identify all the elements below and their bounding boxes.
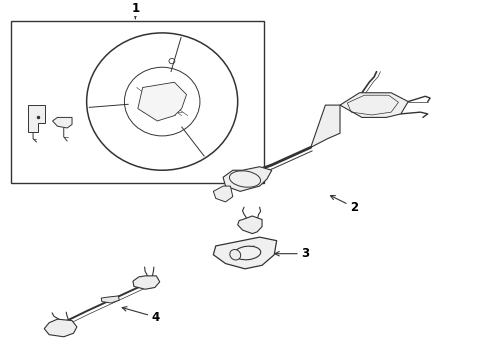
Polygon shape: [213, 186, 233, 202]
Polygon shape: [223, 167, 272, 192]
Ellipse shape: [229, 171, 261, 187]
Polygon shape: [213, 237, 277, 269]
Text: 4: 4: [122, 307, 160, 324]
Text: 1: 1: [131, 2, 140, 19]
Text: 3: 3: [275, 247, 309, 260]
Polygon shape: [138, 82, 187, 121]
Bar: [11, 21, 265, 183]
Polygon shape: [238, 216, 262, 234]
Polygon shape: [28, 105, 45, 131]
Polygon shape: [340, 93, 408, 117]
Polygon shape: [52, 117, 72, 128]
Polygon shape: [133, 276, 160, 289]
Polygon shape: [44, 319, 77, 337]
Text: 2: 2: [330, 195, 358, 214]
Ellipse shape: [234, 246, 261, 260]
Polygon shape: [101, 296, 119, 303]
Polygon shape: [311, 105, 340, 147]
Ellipse shape: [230, 249, 241, 260]
